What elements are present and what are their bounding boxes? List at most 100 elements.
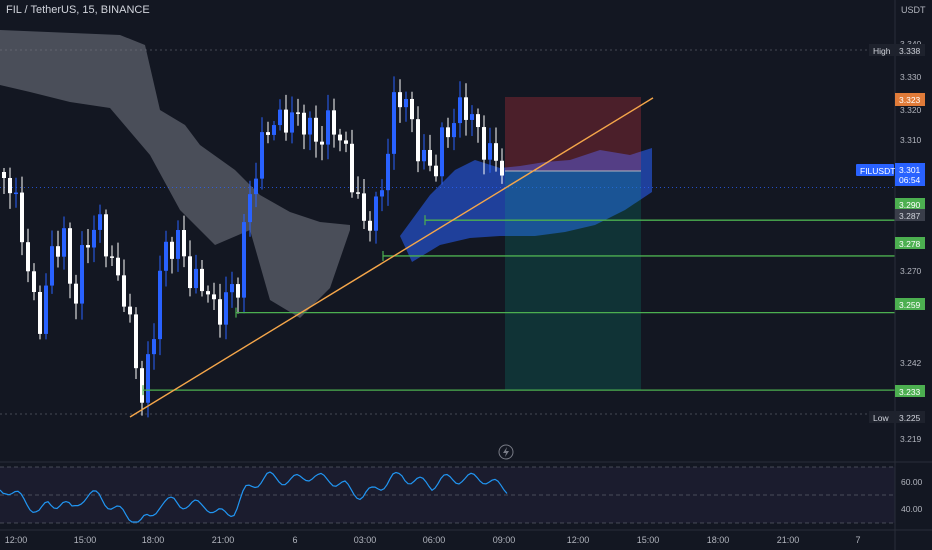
candle-body [26,242,30,272]
candle [212,282,216,311]
candle-body [212,294,216,300]
entry-price-badge-text: 3.287 [899,211,921,221]
candle [182,215,186,268]
candle-body [122,275,126,307]
candle-body [500,160,504,176]
candle-body [68,228,72,284]
candle [296,98,300,126]
candle-body [452,123,456,138]
candle-body [440,127,444,177]
candle-body [170,241,174,259]
candle-body [128,306,132,315]
candle-body [272,125,276,135]
candle [446,117,450,148]
symbol-tag: FILUSDT [856,164,895,176]
candle [188,240,192,297]
candle [428,134,432,172]
level3-badge-text: 3.259 [899,300,921,310]
candle [194,254,198,294]
candle-body [356,192,360,194]
candle-body [362,193,366,221]
price-tick: 3.242 [900,358,922,368]
candle [290,96,294,144]
candle [248,180,252,237]
candle [80,231,84,320]
candle-body [140,368,144,403]
candle [86,229,90,264]
level4-badge: 3.233 [895,385,925,397]
candle [320,126,324,161]
candle [350,129,354,198]
candle [116,242,120,281]
candle-body [74,283,78,304]
current-price-badge-text: 06:54 [899,175,921,185]
candle [260,117,264,190]
candle-body [284,109,288,133]
candle-body [416,119,420,162]
candle-body [344,140,348,144]
candle-body [302,112,306,135]
candle [110,245,114,266]
candle [404,91,408,122]
low-label-tag-text: Low [873,413,889,423]
candle [254,162,258,208]
candle [230,271,234,308]
candle-body [32,271,36,292]
candle [368,211,372,242]
low-price-badge-bg [895,411,925,423]
candle-body [266,132,270,135]
candle-body [110,256,114,258]
lightning-icon [498,444,514,460]
candle [14,177,18,208]
time-tick: 18:00 [142,535,165,545]
candle [386,138,390,206]
candle [20,176,24,256]
entry-price-badge-bg [895,209,925,221]
gray-cloud [0,30,350,318]
time-tick: 09:00 [493,535,516,545]
price-tick: 3.219 [900,434,922,444]
low-price-badge-text: 3.225 [899,413,921,423]
candle-body [152,339,156,355]
candle-body [236,284,240,298]
time-tick: 12:00 [567,535,590,545]
candle [236,277,240,314]
candle-body [242,222,246,298]
candle-body [326,110,330,145]
entry-price-badge: 3.287 [895,209,925,221]
candle-body [296,112,300,114]
candle-body [92,229,96,248]
candle [98,204,102,243]
candle-body [350,143,354,193]
time-tick: 06:00 [423,535,446,545]
candle [44,273,48,340]
candle [374,191,378,244]
candle [326,94,330,160]
candle [200,259,204,297]
high-price-badge: 3.338 [895,44,925,56]
time-tick: 6 [292,535,297,545]
candle [302,104,306,150]
level1-badge-text: 3.290 [899,200,921,210]
rsi-line [0,471,508,523]
candle-body [2,172,6,178]
candle [158,255,162,356]
level3-badge: 3.259 [895,298,925,310]
time-tick: 18:00 [707,535,730,545]
candle-body [188,256,192,289]
candle [332,98,336,148]
candle-body [314,117,318,142]
candle-body [80,245,84,304]
candle [32,263,36,301]
level2-badge-bg [895,237,925,249]
candle [272,121,276,141]
candle-body [488,143,492,160]
candle [470,105,474,136]
candle [356,176,360,199]
candle [224,276,228,340]
candle-body [8,178,12,194]
candle [452,108,456,151]
